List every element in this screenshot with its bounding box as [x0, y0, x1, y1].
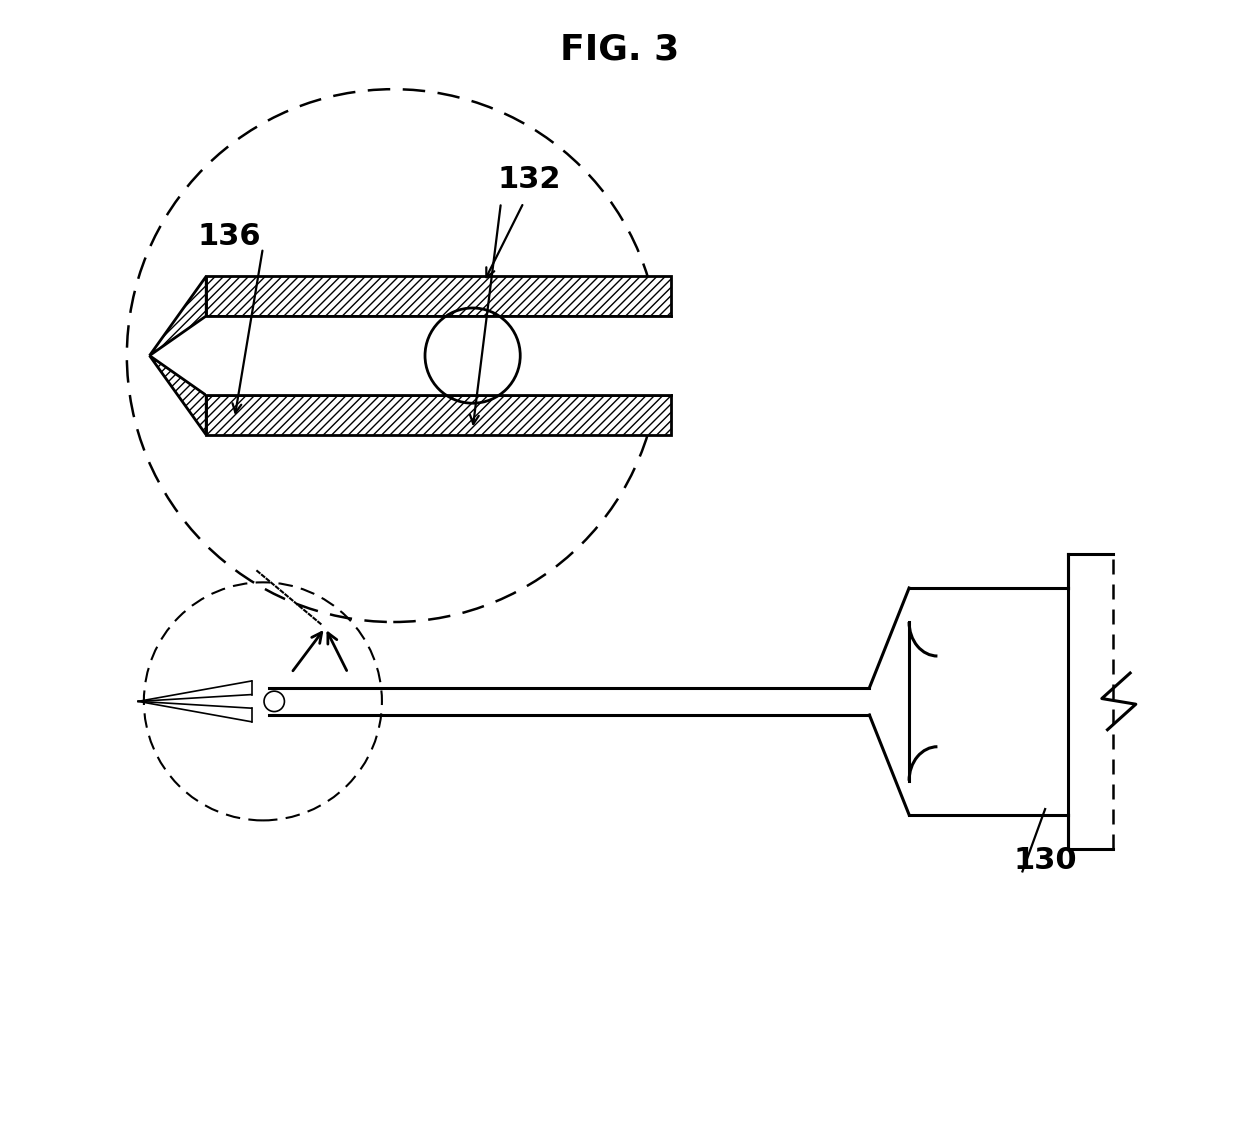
Text: 130: 130 — [1013, 845, 1076, 875]
Text: 136: 136 — [197, 222, 260, 251]
Polygon shape — [206, 316, 671, 395]
Polygon shape — [150, 276, 206, 355]
Polygon shape — [206, 276, 671, 316]
Text: 132: 132 — [497, 166, 560, 194]
Polygon shape — [150, 355, 206, 435]
Text: FIG. 3: FIG. 3 — [560, 32, 680, 66]
Polygon shape — [206, 395, 671, 435]
